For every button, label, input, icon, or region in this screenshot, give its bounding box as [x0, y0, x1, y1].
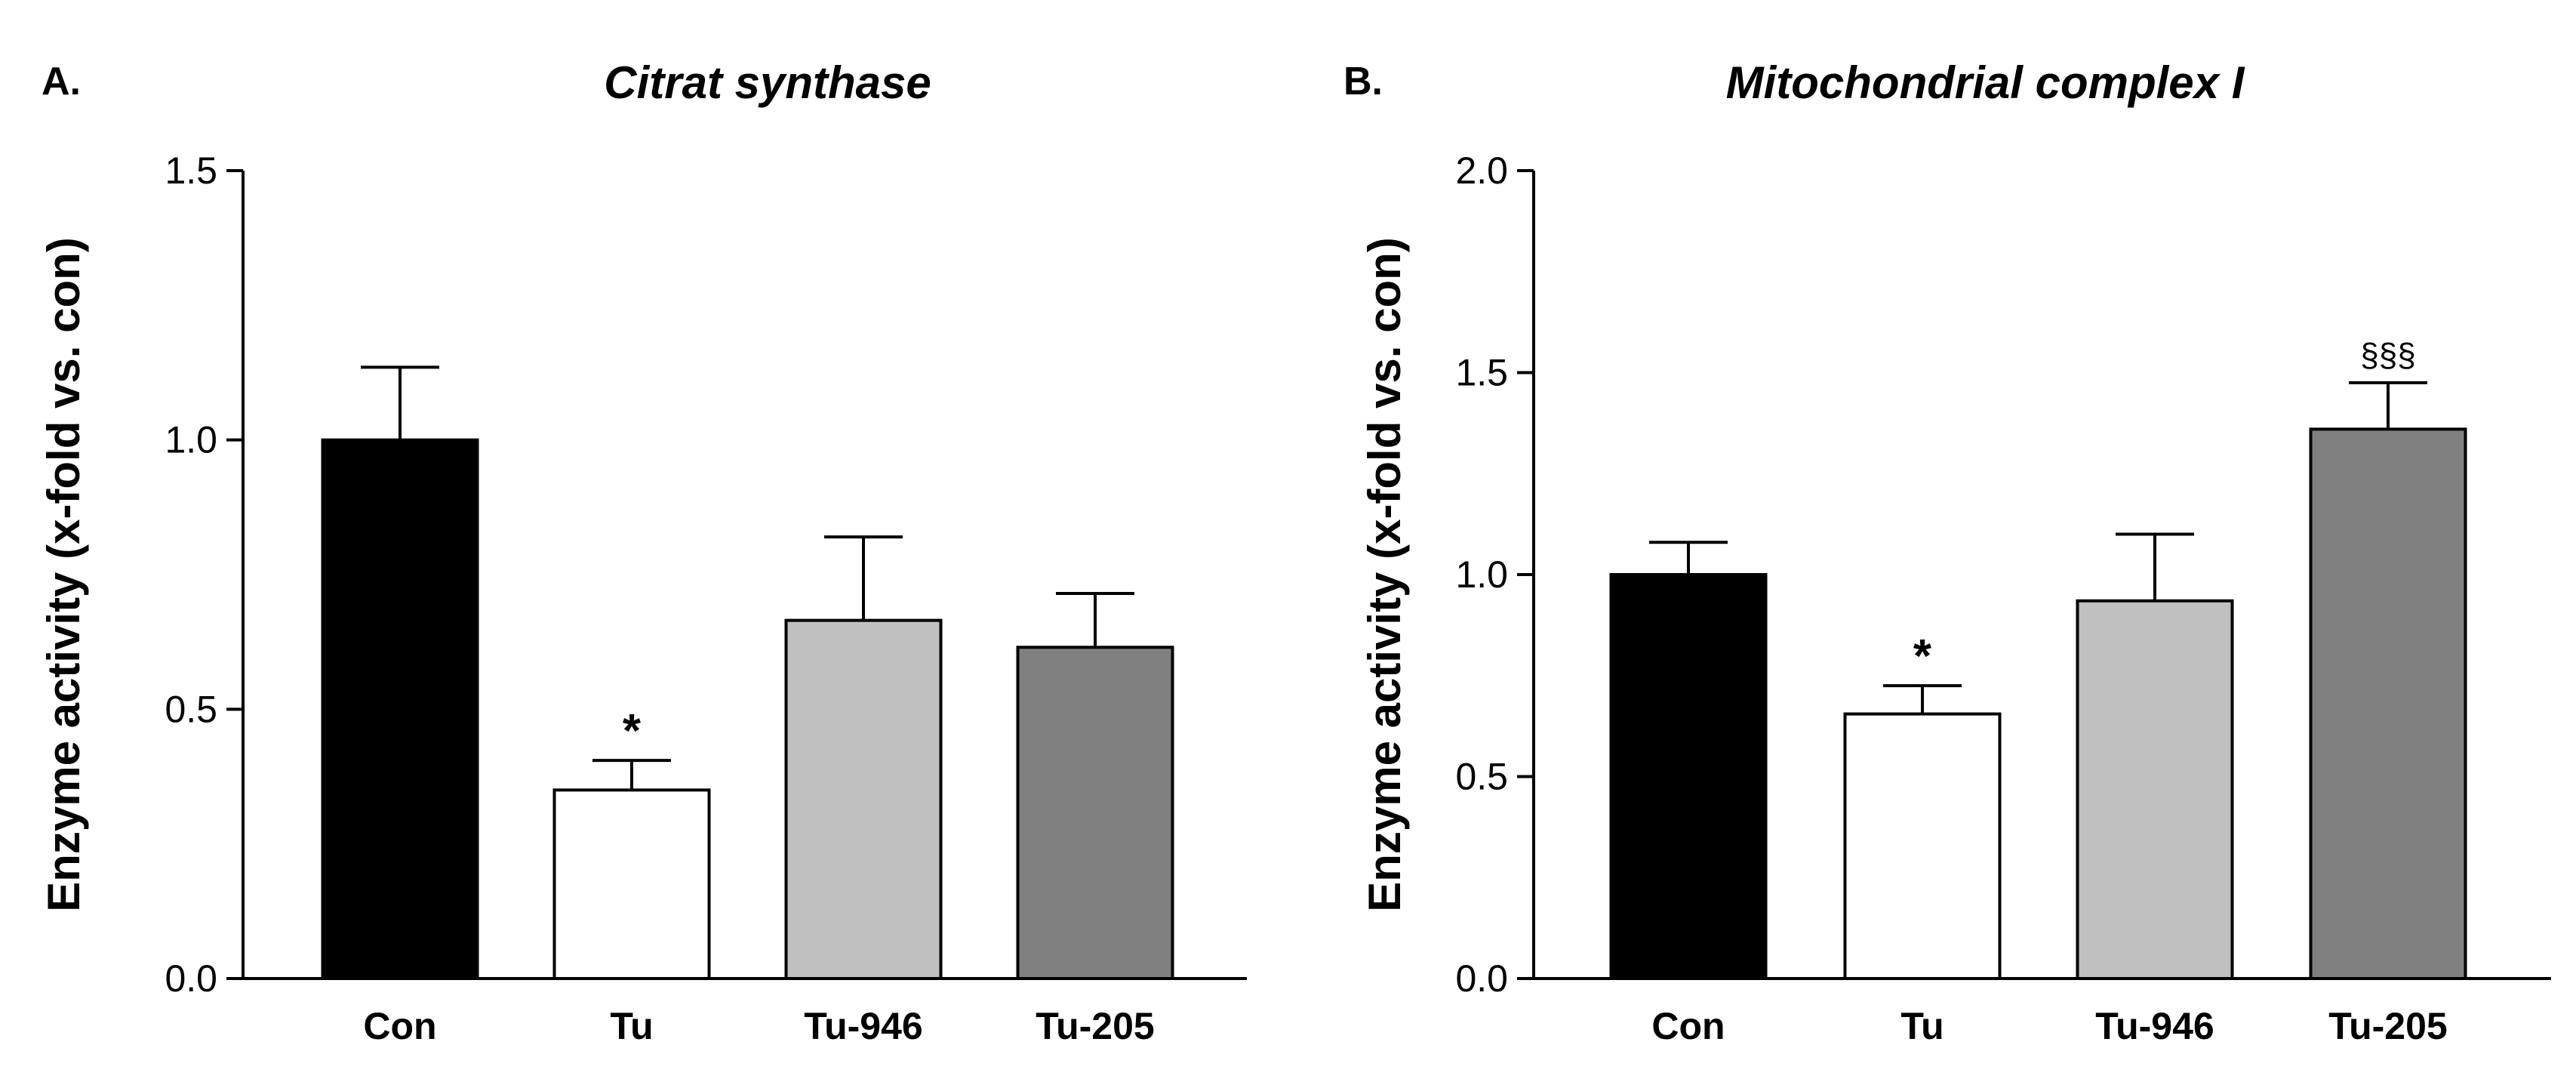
- bar-tu-205: [1016, 646, 1174, 980]
- chart-title: Citrat synthase: [604, 57, 931, 108]
- panel-label: A.: [42, 60, 81, 103]
- significance-label-tu: *: [1913, 630, 1932, 683]
- y-tick-label: 2.0: [1455, 149, 1508, 192]
- significance-label-tu-205: §§§: [2360, 337, 2415, 374]
- x-tick-label-tu-946: Tu-946: [2095, 1005, 2214, 1047]
- bar-con: [1609, 573, 1768, 980]
- bar-con: [321, 438, 479, 980]
- chart-panel-citrat-synthase: A. Citrat synthase Enzyme activity (x-fold…: [38, 57, 1247, 1047]
- x-tick-label-con: Con: [363, 1005, 436, 1047]
- y-tick-label: 1.0: [165, 419, 217, 461]
- y-tick-label: 1.0: [1455, 553, 1508, 596]
- x-tick-label-tu-946: Tu-946: [804, 1005, 922, 1047]
- significance-label-tu: *: [623, 705, 642, 757]
- y-tick-label: 0.0: [1455, 957, 1508, 1000]
- bar-tu: [552, 788, 711, 981]
- y-axis-title: Enzyme activity (x-fold vs. con): [38, 237, 89, 912]
- bar-tu: [1843, 712, 2002, 980]
- bar-tu-205: [2309, 427, 2467, 980]
- x-tick-label-con: Con: [1651, 1005, 1725, 1047]
- bar-tu-946: [784, 618, 943, 981]
- y-tick-label: 0.0: [165, 957, 217, 1000]
- bar-tu-946: [2076, 599, 2234, 981]
- chart-title: Mitochondrial complex I: [1726, 57, 2245, 108]
- x-tick-label-tu: Tu: [1900, 1005, 1944, 1047]
- y-axis-title: Enzyme activity (x-fold vs. con): [1359, 237, 1410, 912]
- x-tick-label-tu-205: Tu-205: [2328, 1005, 2447, 1047]
- x-tick-label-tu-205: Tu-205: [1036, 1005, 1154, 1047]
- y-tick-label: 0.5: [1455, 756, 1508, 798]
- y-tick-label: 1.5: [1455, 352, 1508, 394]
- panel-label: B.: [1343, 60, 1383, 103]
- x-tick-label-tu: Tu: [610, 1005, 653, 1047]
- y-tick-label: 1.5: [165, 149, 217, 192]
- y-tick-label: 0.5: [165, 688, 217, 730]
- chart-panel-mitochondrial-complex-i: B. Mitochondrial complex I Enzyme activity…: [1343, 57, 2551, 1047]
